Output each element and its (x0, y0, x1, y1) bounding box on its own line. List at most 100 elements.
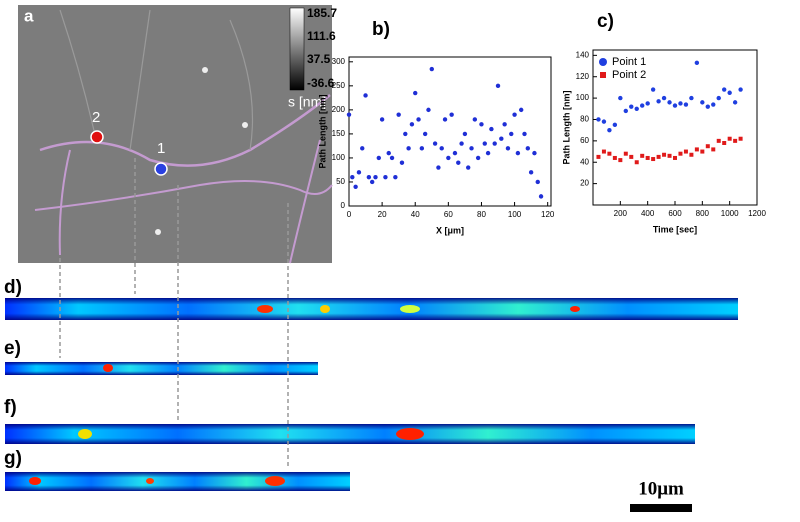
y-axis-label: Path Length [nm] (561, 91, 571, 165)
point (429, 66, 434, 72)
point-label: 1 (157, 140, 165, 157)
point (416, 117, 421, 122)
x-tick-label: 400 (641, 209, 655, 218)
y-tick-label: 80 (580, 115, 589, 124)
y-tick-label: 100 (576, 93, 590, 102)
point (727, 90, 732, 95)
point (732, 100, 738, 105)
point (694, 60, 700, 66)
point (678, 101, 683, 106)
point (722, 87, 727, 92)
point (515, 150, 521, 156)
point (492, 141, 497, 146)
point (439, 146, 444, 151)
point (661, 95, 667, 101)
strip-label: e) (4, 338, 21, 359)
point (436, 165, 441, 170)
point (469, 146, 474, 151)
point (623, 151, 628, 156)
point (369, 179, 375, 185)
point (634, 160, 639, 165)
point (426, 107, 431, 113)
point (711, 147, 716, 152)
y-tick-label: 50 (336, 177, 345, 186)
point (406, 146, 411, 151)
point (422, 131, 428, 137)
point (601, 119, 607, 124)
point (509, 131, 514, 137)
point (656, 99, 661, 104)
point (727, 136, 732, 141)
colorbar-tick-label: -36.6 (307, 76, 335, 90)
point (485, 150, 491, 156)
point (363, 93, 368, 98)
point (449, 112, 454, 117)
point (733, 138, 738, 143)
point (645, 155, 650, 160)
point (518, 107, 524, 113)
point (353, 184, 358, 189)
point (662, 152, 667, 157)
x-tick-label: 1000 (721, 209, 739, 218)
point (612, 122, 618, 128)
x-tick-label: 800 (696, 209, 710, 218)
legend-label: Point 1 (612, 56, 646, 68)
x-tick-label: 60 (444, 210, 453, 219)
x-tick-label: 120 (541, 210, 555, 219)
colorbar-tick-label: 185.7 (307, 6, 337, 20)
plot-frame (348, 56, 552, 207)
point (689, 152, 694, 157)
point (634, 106, 639, 111)
strip-label: f) (4, 397, 17, 418)
point (667, 153, 672, 158)
point (596, 154, 601, 159)
point (716, 95, 721, 101)
point (607, 127, 612, 133)
point (446, 155, 451, 161)
scale-bar (630, 504, 692, 512)
y-tick-label: 20 (580, 179, 589, 188)
point (656, 154, 661, 159)
strip-label: g) (4, 448, 22, 469)
point (711, 102, 716, 107)
point (683, 149, 688, 154)
point (738, 136, 743, 141)
y-axis-label: Path Length [nm] (317, 95, 327, 169)
point (479, 122, 484, 127)
point (413, 90, 418, 96)
point (532, 150, 537, 156)
point (396, 112, 401, 117)
x-tick-label: 100 (508, 210, 522, 219)
point (502, 122, 507, 127)
y-tick-label: 40 (580, 157, 589, 166)
point (452, 150, 458, 156)
point (360, 146, 365, 151)
y-tick-label: 60 (580, 136, 589, 145)
y-tick-label: 100 (332, 153, 346, 162)
y-tick-label: 300 (332, 57, 346, 66)
point (499, 136, 504, 141)
point (512, 112, 517, 117)
point (629, 154, 634, 159)
point (462, 131, 468, 137)
colorbar-tick-label: 111.6 (307, 29, 336, 43)
x-axis-label: Time [sec] (653, 224, 697, 234)
point (389, 155, 395, 161)
point (409, 122, 415, 127)
x-tick-label: 40 (411, 210, 420, 219)
point (522, 131, 527, 137)
strip-label: d) (4, 277, 22, 298)
chart-title: c) (597, 11, 614, 32)
point (716, 138, 721, 143)
x-tick-label: 600 (668, 209, 682, 218)
point (393, 174, 398, 180)
point (383, 174, 388, 180)
point (722, 141, 727, 145)
point (399, 160, 405, 165)
point (379, 117, 385, 122)
point (366, 174, 372, 180)
point (645, 101, 650, 106)
point (386, 150, 391, 156)
point (350, 174, 355, 180)
